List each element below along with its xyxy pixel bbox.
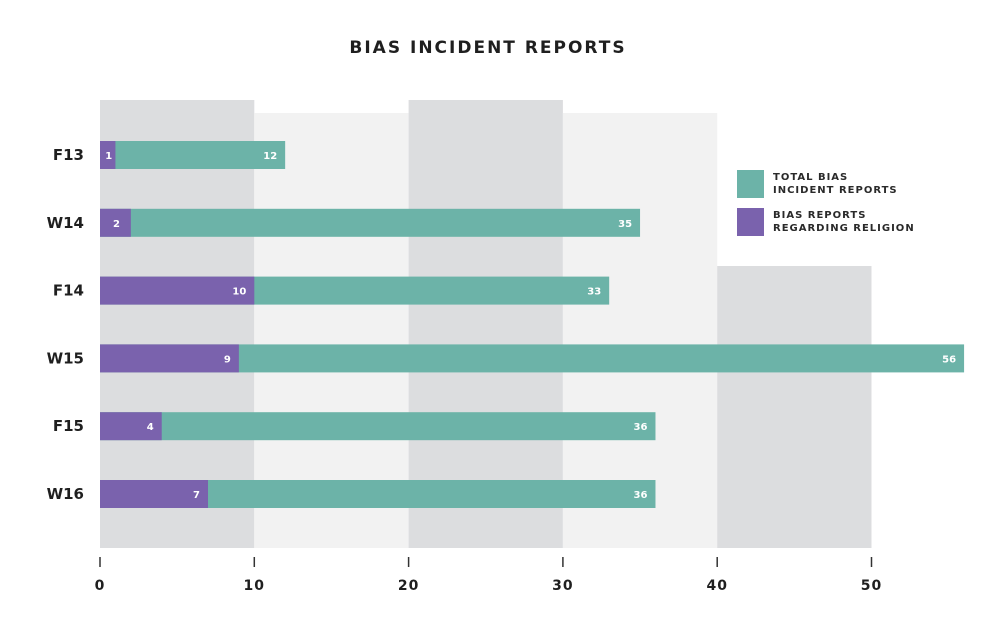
chart-title: BIAS INCIDENT REPORTS	[349, 38, 627, 58]
grid-band-2	[408, 100, 563, 548]
category-label: F15	[53, 417, 84, 435]
x-tick-label: 20	[398, 578, 419, 594]
bar-religion	[100, 412, 162, 441]
data-label-total: 33	[587, 287, 601, 298]
x-tick-label: 0	[95, 578, 106, 594]
bar-religion	[100, 276, 255, 305]
bar-total	[100, 208, 641, 237]
bar-total	[100, 344, 965, 373]
x-tick-label: 40	[706, 578, 727, 594]
data-label-religion: 9	[224, 354, 231, 365]
data-label-total: 36	[634, 490, 648, 501]
legend: TOTAL BIAS INCIDENT REPORTS BIAS REPORTS RE…	[737, 170, 915, 236]
data-label-religion: 2	[113, 219, 120, 230]
bar-religion	[100, 480, 209, 508]
data-label-religion: 4	[147, 422, 154, 433]
legend-label: TOTAL BIAS	[773, 172, 848, 183]
bar-religion	[100, 208, 131, 237]
x-tick-label: 50	[861, 578, 882, 594]
category-label: W14	[47, 214, 84, 232]
data-label-religion: 10	[232, 287, 246, 298]
grid-band-3	[562, 113, 718, 548]
data-label-total: 35	[618, 219, 632, 230]
category-label: W15	[47, 349, 84, 367]
category-label: F13	[53, 146, 84, 164]
bar-total	[100, 412, 656, 441]
legend-label: INCIDENT REPORTS	[773, 185, 898, 196]
legend-label: BIAS REPORTS	[773, 210, 866, 221]
category-label: F14	[53, 282, 84, 300]
bar-total	[100, 141, 286, 169]
data-label-total: 12	[263, 151, 277, 162]
data-label-total: 36	[634, 422, 648, 433]
bar-religion	[100, 344, 239, 373]
bars: F13 12 1 W14 35 2 F14 33 10 W15 56 9 F15 36 4 W16 36 7	[47, 141, 965, 508]
grid-band-0	[100, 100, 255, 548]
data-label-total: 56	[942, 354, 956, 365]
data-label-religion: 1	[105, 151, 112, 162]
data-label-religion: 7	[193, 490, 200, 501]
legend-swatch-religion	[737, 208, 764, 236]
legend-swatch-total	[737, 170, 764, 198]
x-tick-label: 10	[244, 578, 265, 594]
x-axis: 0 10 20 30 40 50	[95, 557, 882, 594]
background-bands	[100, 100, 872, 548]
category-label: W16	[47, 485, 84, 503]
grid-band-1	[254, 113, 409, 548]
legend-label: REGARDING RELIGION	[773, 223, 915, 234]
bar-religion	[100, 141, 116, 169]
x-tick-label: 30	[552, 578, 573, 594]
grid-band-4	[717, 266, 872, 548]
